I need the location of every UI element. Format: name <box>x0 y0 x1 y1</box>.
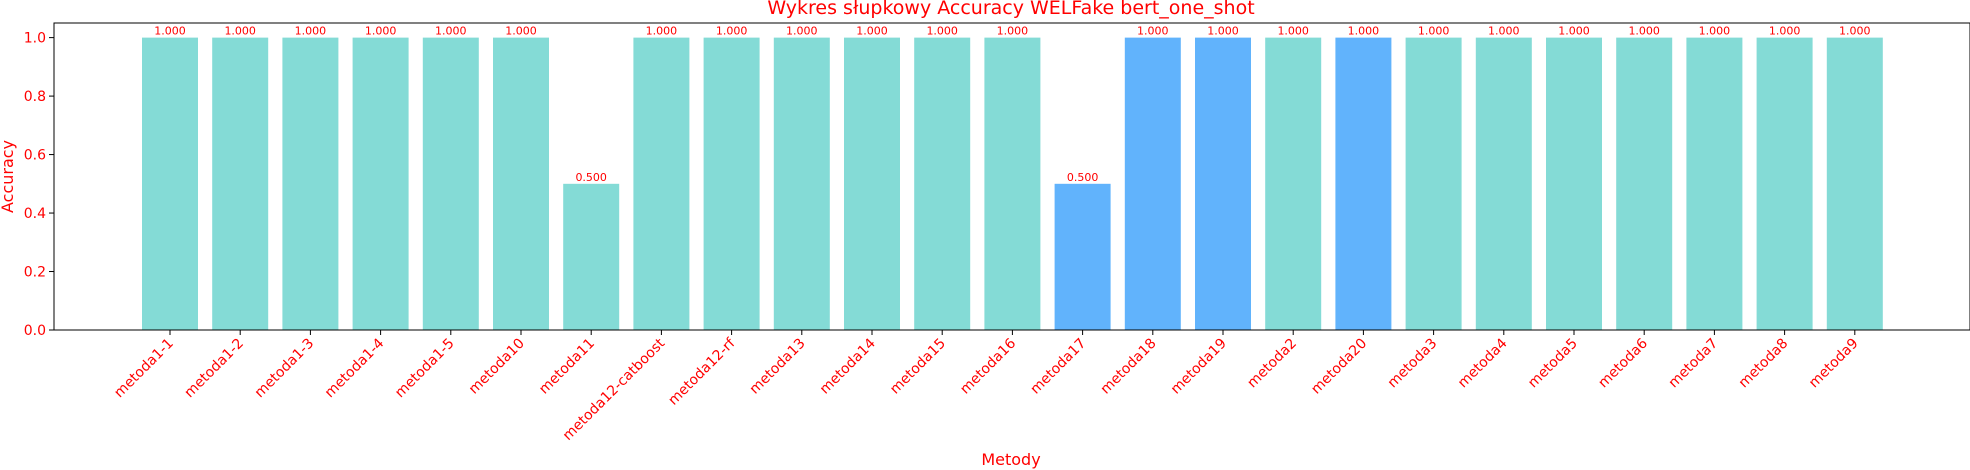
y-tick-label-0.0: 0.0 <box>24 323 46 339</box>
y-tick-label-0.4: 0.4 <box>24 206 46 222</box>
value-label-metoda20: 1.000 <box>1348 25 1380 38</box>
x-tick-label-metoda8: metoda8 <box>1736 336 1792 392</box>
x-tick-label-metoda6: metoda6 <box>1595 335 1651 391</box>
x-axis-label: Metody <box>981 450 1040 469</box>
bar-metoda7 <box>1686 37 1743 330</box>
x-tick-label-metoda3: metoda3 <box>1385 336 1441 392</box>
value-label-metoda1-1: 1.000 <box>154 25 186 38</box>
x-tick-label-metoda19: metoda19 <box>1168 336 1230 398</box>
value-label-metoda14: 1.000 <box>856 25 888 38</box>
value-label-metoda12-rf: 1.000 <box>716 25 748 38</box>
x-tick-label-metoda13: metoda13 <box>747 336 809 398</box>
value-label-metoda12-catboost: 1.000 <box>646 25 678 38</box>
x-tick-label-metoda17: metoda17 <box>1027 336 1089 398</box>
x-tick-label-metoda18: metoda18 <box>1098 336 1160 398</box>
bar-metoda6 <box>1616 37 1673 330</box>
x-tick-label-metoda1-1: metoda1-1 <box>111 336 177 402</box>
x-tick-label-metoda2: metoda2 <box>1244 336 1300 392</box>
bar-metoda1-1 <box>142 37 198 330</box>
bar-metoda15 <box>914 37 971 330</box>
bar-metoda19 <box>1195 37 1251 330</box>
x-tick-label-metoda12-rf: metoda12-rf <box>665 335 739 409</box>
bar-metoda17 <box>1054 183 1111 330</box>
value-label-metoda18: 1.000 <box>1137 25 1169 38</box>
value-label-metoda1-3: 1.000 <box>295 25 327 38</box>
bar-metoda10 <box>493 37 549 330</box>
x-tick-label-metoda20: metoda20 <box>1308 336 1370 398</box>
value-label-metoda19: 1.000 <box>1207 25 1239 38</box>
x-tick-label-metoda9: metoda9 <box>1806 336 1862 392</box>
bars-layer <box>142 37 1883 330</box>
value-label-metoda2: 1.000 <box>1277 25 1309 38</box>
value-label-metoda11: 0.500 <box>575 171 607 184</box>
y-axis-label: Accuracy <box>0 140 17 213</box>
bar-metoda2 <box>1265 37 1322 330</box>
bar-metoda1-4 <box>352 37 409 330</box>
bar-metoda9 <box>1826 37 1883 330</box>
x-tick-label-metoda10: metoda10 <box>466 336 528 398</box>
value-label-metoda1-2: 1.000 <box>224 25 256 38</box>
bar-metoda12-rf <box>703 37 760 330</box>
bar-metoda1-2 <box>212 37 269 330</box>
value-label-metoda6: 1.000 <box>1628 25 1660 38</box>
x-tick-label-metoda1-4: metoda1-4 <box>322 335 388 401</box>
y-tick-label-0.6: 0.6 <box>24 148 46 164</box>
x-tick-label-metoda15: metoda15 <box>887 336 949 398</box>
bar-metoda1-3 <box>282 37 339 330</box>
bar-metoda20 <box>1335 37 1392 330</box>
y-ticks-layer: 0.0 0.2 0.4 0.6 0.8 1.0 <box>24 31 54 339</box>
bar-metoda1-5 <box>422 37 479 330</box>
y-tick-label-0.2: 0.2 <box>24 265 46 281</box>
value-label-metoda1-5: 1.000 <box>435 25 467 38</box>
value-label-metoda1-4: 1.000 <box>365 25 397 38</box>
bar-metoda18 <box>1124 37 1181 330</box>
chart-title: Wykres słupkowy Accuracy WELFake bert_on… <box>767 0 1254 19</box>
x-tick-label-metoda4: metoda4 <box>1455 335 1511 391</box>
bar-metoda13 <box>773 37 830 330</box>
value-label-metoda15: 1.000 <box>926 25 958 38</box>
value-label-metoda3: 1.000 <box>1418 25 1450 38</box>
x-tick-label-metoda1-5: metoda1-5 <box>392 336 458 402</box>
value-label-metoda16: 1.000 <box>997 25 1029 38</box>
bar-metoda14 <box>844 37 900 330</box>
bar-metoda16 <box>984 37 1041 330</box>
value-label-metoda4: 1.000 <box>1488 25 1520 38</box>
value-label-metoda8: 1.000 <box>1769 25 1801 38</box>
bar-metoda4 <box>1475 37 1532 330</box>
x-ticks-layer: metoda1-1 metoda1-2 metoda1-3 metoda1-4 meto… <box>111 330 1862 444</box>
value-labels-layer: 1.000 1.000 1.000 1.000 1.000 1.000 0.500 1.000… <box>154 25 1870 184</box>
x-tick-label-metoda1-2: metoda1-2 <box>182 336 248 402</box>
x-tick-label-metoda1-3: metoda1-3 <box>252 336 318 402</box>
x-tick-label-metoda7: metoda7 <box>1666 336 1722 392</box>
x-tick-label-metoda5: metoda5 <box>1525 336 1581 392</box>
y-tick-label-0.8: 0.8 <box>24 89 46 105</box>
value-label-metoda17: 0.500 <box>1067 171 1099 184</box>
x-tick-label-metoda11: metoda11 <box>536 336 598 398</box>
x-tick-label-metoda16: metoda16 <box>957 335 1019 397</box>
y-tick-label-1.0: 1.0 <box>24 31 46 47</box>
x-tick-label-metoda14: metoda14 <box>817 335 879 397</box>
bar-metoda8 <box>1756 37 1813 330</box>
value-label-metoda7: 1.000 <box>1699 25 1731 38</box>
plot-frame <box>53 22 1970 331</box>
value-label-metoda5: 1.000 <box>1558 25 1590 38</box>
value-label-metoda10: 1.000 <box>505 25 537 38</box>
value-label-metoda9: 1.000 <box>1839 25 1871 38</box>
bar-metoda11 <box>563 183 620 330</box>
bar-metoda3 <box>1405 37 1462 330</box>
bar-metoda5 <box>1546 37 1602 330</box>
bar-metoda12-catboost <box>633 37 690 330</box>
value-label-metoda13: 1.000 <box>786 25 818 38</box>
